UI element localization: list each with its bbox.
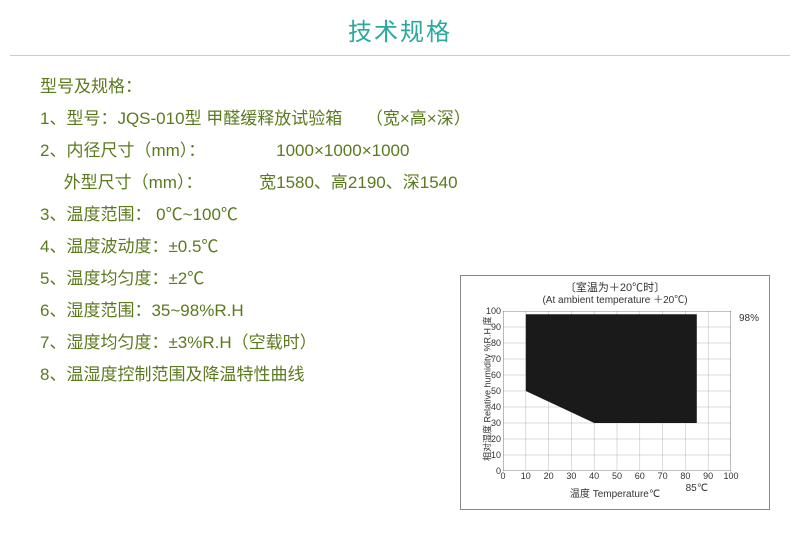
chart-title-cn: 〔室温为＋20℃时〕 [469,282,761,295]
chart-area: 相对湿度 Relative humidity %R.H 度 0102030405… [503,311,731,471]
chart-right-annotation: 98% [739,313,759,324]
chart-x-annotation: 85℃ [686,483,708,494]
spec-line: 2、内径尺寸（mm）： 1000×1000×1000 [40,135,760,167]
spec-line: 外型尺寸（mm）： 宽1580、高2190、深1540 [40,167,760,199]
chart-svg [503,311,731,471]
chart-y-ticks: 0102030405060708090100 [483,311,501,471]
page-title: 技术规格 [10,0,790,56]
spec-line: 4、温度波动度：±0.5℃ [40,231,760,263]
chart-panel: 〔室温为＋20℃时〕 (At ambient temperature ＋20℃)… [460,275,770,510]
spec-line: 1、型号：JQS-010型 甲醛缓释放试验箱 （宽×高×深） [40,103,760,135]
chart-x-label: 温度 Temperature℃ [469,485,761,500]
chart-x-ticks: 85℃ 0102030405060708090100 [503,471,731,483]
section-label: 型号及规格： [40,72,760,97]
chart-title-en: (At ambient temperature ＋20℃) [469,295,761,307]
spec-line: 3、温度范围： 0℃~100℃ [40,199,760,231]
